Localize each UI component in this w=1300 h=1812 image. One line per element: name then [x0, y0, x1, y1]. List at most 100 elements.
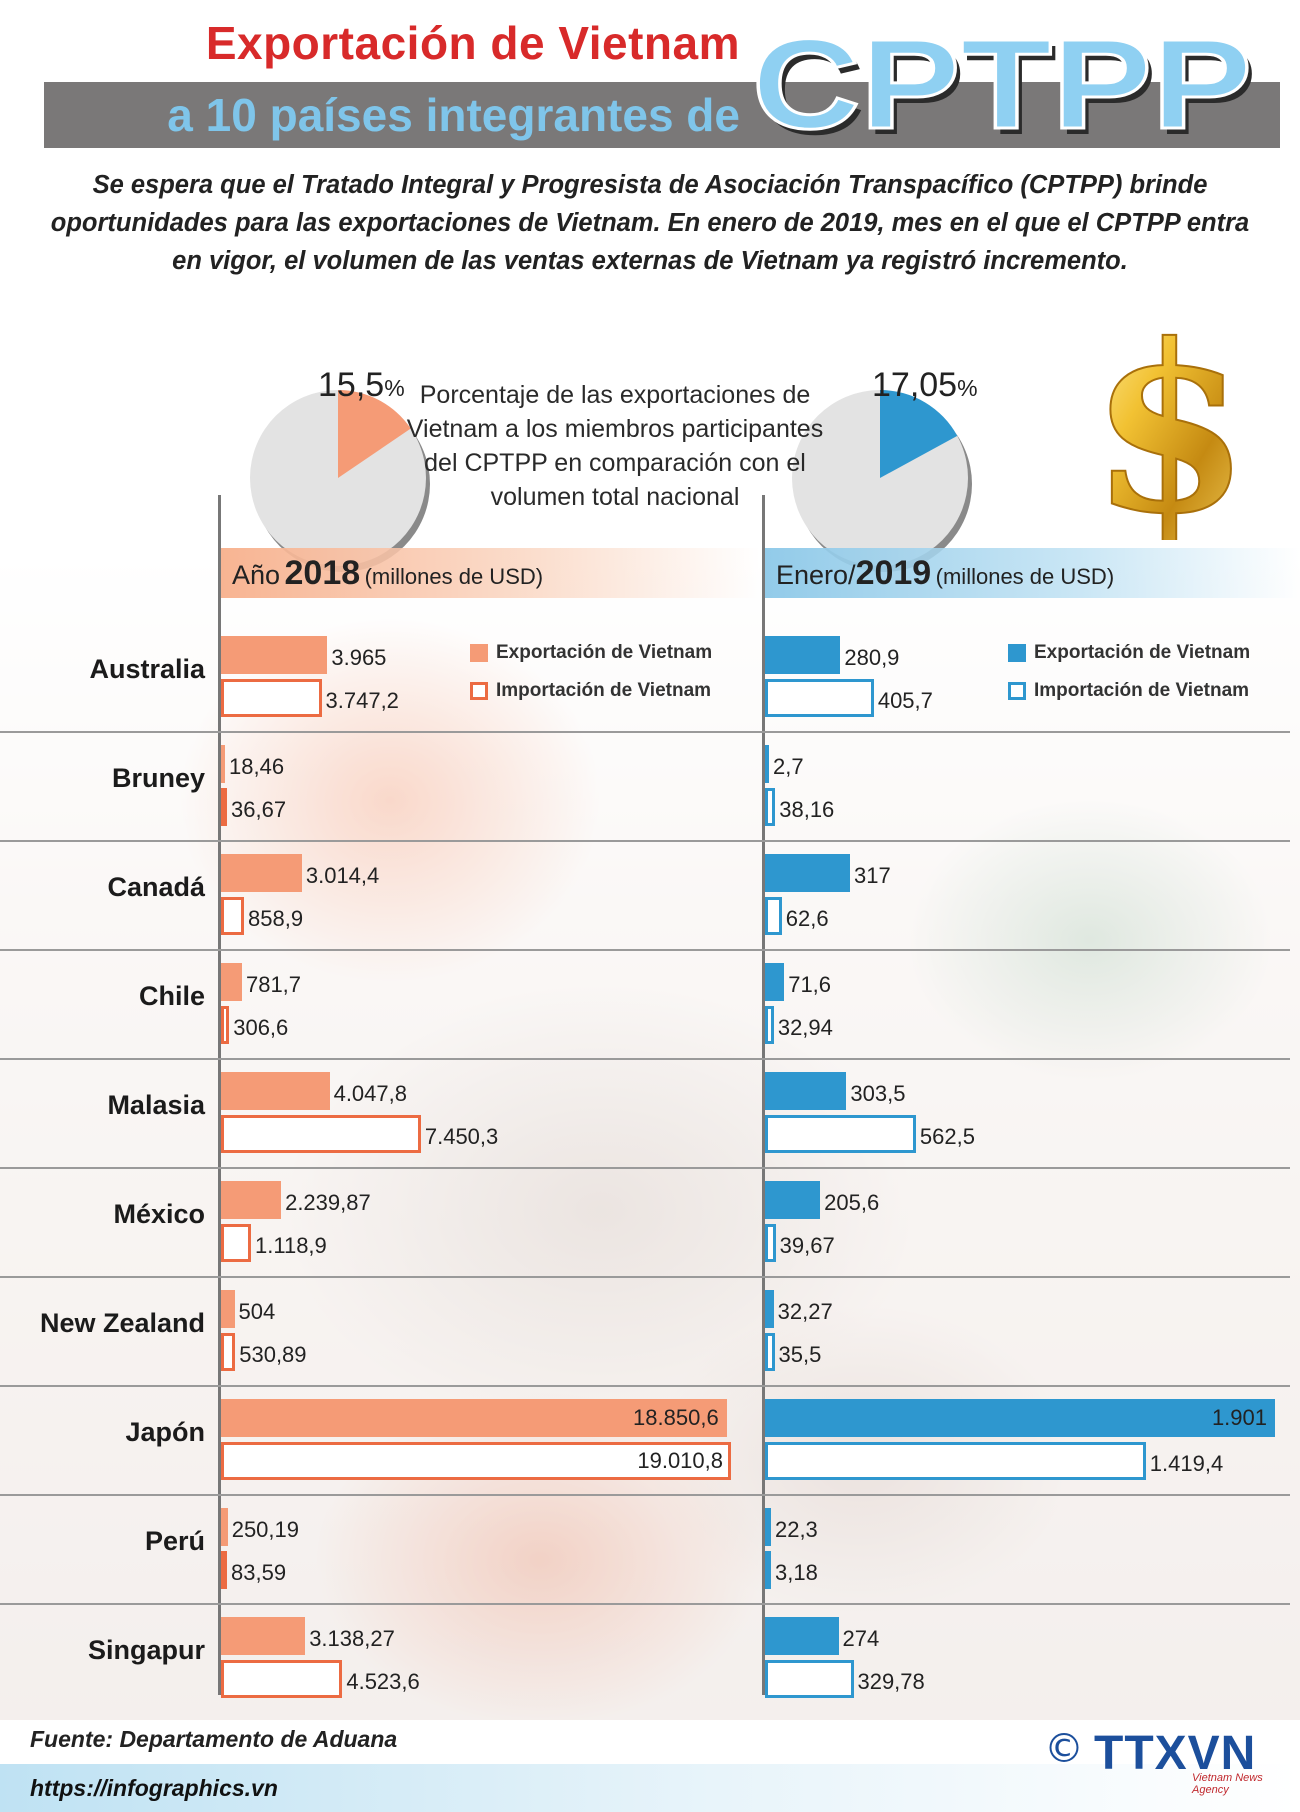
country-label: Malasia [107, 1090, 205, 1120]
pie-slice-2019 [880, 390, 958, 478]
dollar-sign-icon: $ [1089, 300, 1251, 540]
export-bar [221, 745, 225, 783]
value-label: 22,3 [774, 1517, 818, 1542]
value-label: 7.450,3 [424, 1124, 499, 1149]
value-label: 2.239,87 [285, 1190, 371, 1215]
export-bar [765, 1181, 821, 1219]
pie-label-2019: 17,05% [872, 366, 978, 404]
import-bar [221, 1660, 343, 1698]
import-bar [221, 1006, 230, 1044]
export-bar [765, 1508, 771, 1546]
country-label: Bruney [111, 763, 205, 793]
export-bar [765, 1617, 839, 1655]
country-label: Chile [138, 981, 205, 1011]
import-bar [765, 1115, 916, 1153]
row-separator [0, 1167, 1290, 1169]
legend-export-label: Exportación de Vietnam [1034, 642, 1251, 663]
value-label: 32,94 [777, 1015, 833, 1040]
export-bar [765, 1290, 774, 1328]
value-label: 250,19 [231, 1517, 299, 1542]
footer-url[interactable]: https://infographics.vn [30, 1775, 278, 1801]
value-label: 71,6 [788, 972, 832, 997]
value-label: 3.014,4 [305, 863, 380, 888]
import-bar [765, 1224, 776, 1262]
value-label: 303,5 [850, 1081, 906, 1106]
export-bar [221, 1508, 228, 1546]
import-bar [765, 1333, 775, 1371]
legend-swatch-export [470, 644, 488, 662]
panel-2019-prefix: Enero/ [776, 560, 856, 590]
svg-text:CPTPP: CPTPP [757, 20, 1257, 160]
country-label: México [113, 1199, 205, 1229]
intro-text: Se espera que el Tratado Integral y Prog… [50, 171, 1250, 275]
value-label: 530,89 [239, 1342, 307, 1367]
import-bar [221, 1551, 227, 1589]
import-bar [765, 1551, 771, 1589]
export-bar [221, 1399, 727, 1437]
value-label: 3.965 [331, 645, 387, 670]
value-label: 205,6 [824, 1190, 880, 1215]
axis-line-2018 [218, 495, 221, 1695]
value-label: 3.747,2 [325, 688, 399, 713]
value-label: 280,9 [844, 645, 900, 670]
agency-name: Vietnam News Agency [1192, 1772, 1263, 1796]
cptpp-text: CPTPP [752, 20, 1252, 156]
value-label: 18.850,6 [633, 1405, 719, 1430]
value-label: 1.419,4 [1149, 1451, 1224, 1476]
value-label: 2,7 [773, 754, 804, 779]
import-bar [765, 897, 782, 935]
value-label: 3.138,27 [309, 1626, 395, 1651]
value-label: 504 [238, 1299, 276, 1324]
export-bar [221, 963, 242, 1001]
value-label: 62,6 [785, 906, 829, 931]
export-bar [765, 745, 769, 783]
value-label: 18,46 [229, 754, 285, 779]
row-separator [0, 731, 1290, 733]
country-label: Singapur [87, 1635, 205, 1665]
axis-line-2019 [762, 495, 765, 1695]
value-label: 38,16 [779, 797, 835, 822]
value-label: 83,59 [231, 1560, 287, 1585]
title-line-1: Exportación de Vietnam [205, 17, 740, 69]
panel-2018-year: 2018 [284, 554, 361, 592]
row-separator [0, 949, 1290, 951]
import-bar [221, 788, 227, 826]
legend-swatch-export [1008, 644, 1026, 662]
row-separator [0, 1058, 1290, 1060]
panel-2019-year: 2019 [855, 554, 932, 592]
value-label: 3,18 [775, 1560, 818, 1585]
export-bar [221, 636, 328, 674]
title-band [44, 82, 1280, 148]
value-label: 562,5 [919, 1124, 975, 1149]
value-label: 317 [854, 863, 891, 888]
export-bar [765, 1399, 1275, 1437]
legend-swatch-import [470, 682, 488, 700]
svg-text:$: $ [1090, 300, 1250, 540]
export-bar [221, 1072, 330, 1110]
value-label: 781,7 [245, 972, 302, 997]
export-bar [221, 1290, 235, 1328]
import-bar [765, 788, 776, 826]
import-bar [765, 1006, 774, 1044]
source-note: Fuente: Departamento de Aduana [30, 1726, 398, 1752]
value-label: 35,5 [778, 1342, 822, 1367]
pie-label-2018: 15,5% [318, 366, 405, 404]
value-label: 1.901 [1211, 1405, 1267, 1430]
import-bar [221, 1333, 236, 1371]
country-label: Australia [89, 654, 205, 684]
cptpp-acronym: CPTPP CPTPP [751, 20, 1258, 160]
value-label: 329,78 [857, 1669, 925, 1694]
legend-import-label: Importación de Vietnam [1034, 680, 1250, 701]
legend-swatch-import [1008, 682, 1026, 700]
country-label: Canadá [107, 872, 205, 902]
value-label: 405,7 [877, 688, 933, 713]
value-label: 32,27 [777, 1299, 833, 1324]
value-label: 36,67 [231, 797, 287, 822]
export-bar [221, 1181, 282, 1219]
value-label: 19.010,8 [637, 1448, 723, 1473]
import-bar [221, 1442, 731, 1480]
panel-2019-unit: (millones de USD) [935, 564, 1115, 589]
export-bar [221, 854, 302, 892]
row-separator [0, 1603, 1290, 1605]
value-label: 4.047,8 [333, 1081, 407, 1106]
